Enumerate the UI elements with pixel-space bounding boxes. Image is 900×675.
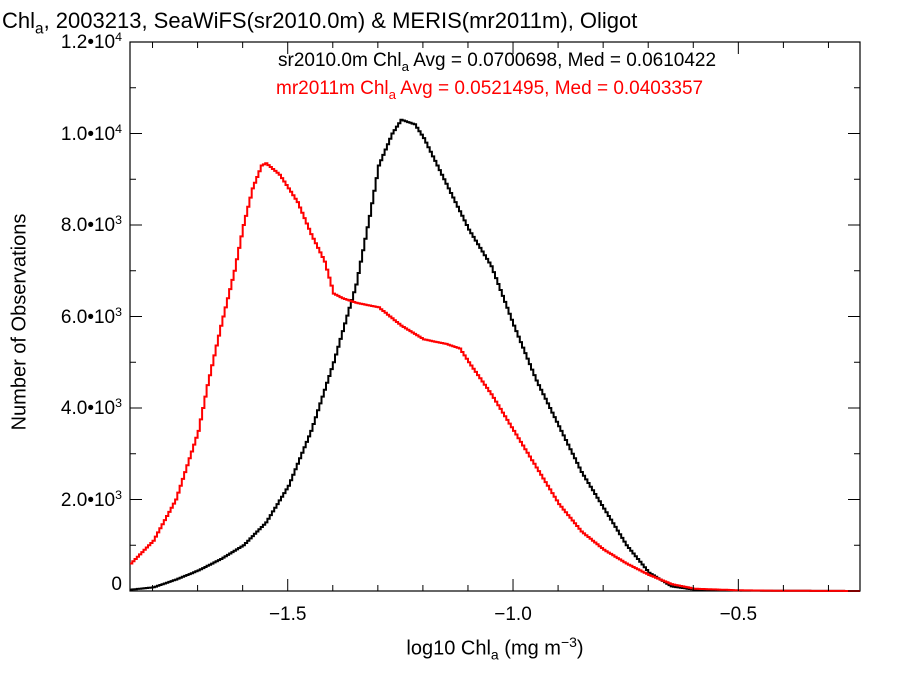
series-line-mr2011m <box>130 162 860 592</box>
y-tick-exponent: 4 <box>115 121 122 136</box>
y-tick-exponent: 4 <box>115 29 122 44</box>
y-tick-label: 2.0•103 <box>61 487 122 511</box>
y-tick-exponent: 3 <box>115 395 122 410</box>
y-tick-mantissa: 8.0•10 <box>60 215 116 237</box>
x-tick-label: −1.5 <box>269 604 307 625</box>
y-tick-label: 0 <box>111 574 122 596</box>
y-tick-exponent: 3 <box>115 304 122 319</box>
x-tick-label: −1.0 <box>494 604 532 625</box>
y-tick-mantissa: 4.0•10 <box>60 398 116 420</box>
y-tick-label: 4.0•103 <box>61 396 122 420</box>
y-tick-label: 8.0•103 <box>61 213 122 237</box>
legend-entry-mr2011: mr2011m Chla Avg = 0.0521495, Med = 0.04… <box>276 78 704 102</box>
legend-entry-sr2010: sr2010.0m Chla Avg = 0.0700698, Med = 0.… <box>278 50 717 74</box>
y-tick-mantissa: 1.2•10 <box>60 32 116 54</box>
y-tick-mantissa: 6.0•10 <box>60 306 116 328</box>
y-tick-label: 1.2•104 <box>61 30 122 54</box>
x-tick-label: −0.5 <box>720 604 758 625</box>
y-tick-label: 6.0•103 <box>61 304 122 328</box>
y-tick-exponent: 3 <box>115 212 122 227</box>
chart-title: Chla, 2003213, SeaWiFS(sr2010.0m) & MERI… <box>2 8 638 38</box>
plot-frame <box>129 41 861 592</box>
x-axis-label: log10 Chla (mg m−3) <box>406 634 584 663</box>
y-tick-label: 1.0•104 <box>61 121 122 145</box>
y-tick-exponent: 3 <box>115 487 122 502</box>
y-axis-label: Number of Observations <box>8 213 31 431</box>
y-tick-mantissa: 1.0•10 <box>60 123 116 145</box>
y-tick-mantissa: 0 <box>111 574 122 595</box>
y-tick-mantissa: 2.0•10 <box>60 489 116 511</box>
series-line-sr2010-0m <box>130 118 860 592</box>
